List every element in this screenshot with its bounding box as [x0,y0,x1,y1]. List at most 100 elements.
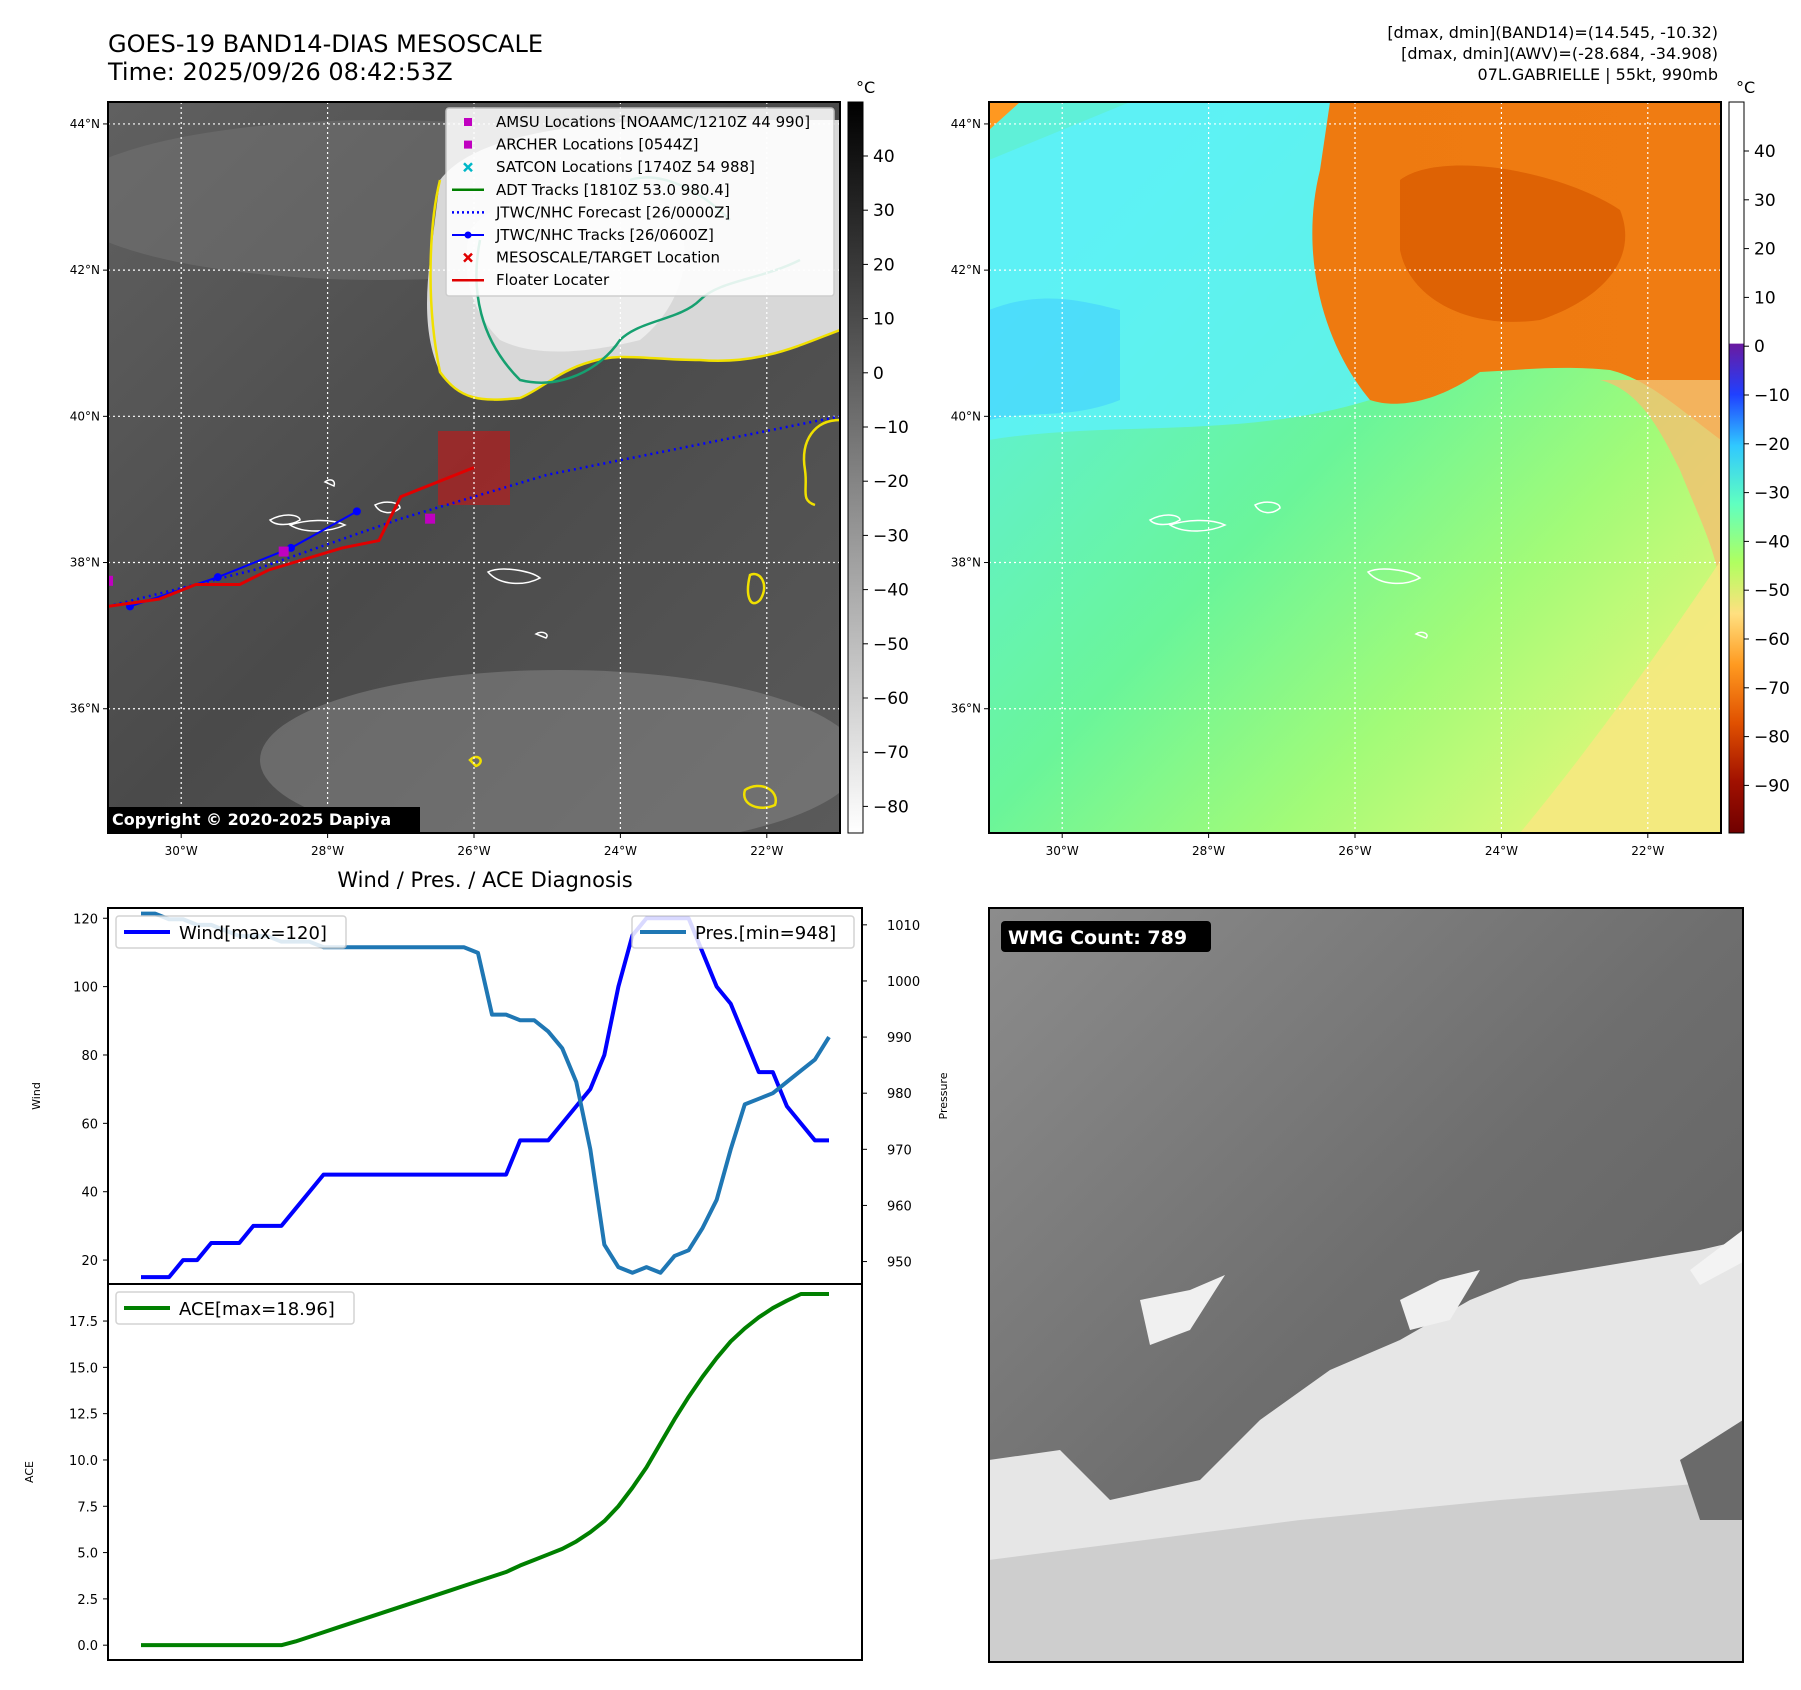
wv-lon-label: 24°W [1485,844,1518,858]
legend-marker [464,140,472,149]
legend-item-label: Floater Locater [496,271,610,289]
ir-lat-label: 42°N [70,263,100,277]
ir-lon-label: 24°W [604,844,637,858]
info-storm: 07L.GABRIELLE | 55kt, 990mb [1478,65,1718,84]
wv-blue-strip [989,298,1120,420]
legend-item-label: ADT Tracks [1810Z 53.0 980.4] [496,181,730,199]
ace-tick-label: 12.5 [69,1408,98,1423]
pressure-tick-label: 1000 [887,975,920,990]
ir-lon-label: 28°W [311,844,344,858]
colorbar-tick-label: −10 [873,418,909,438]
ir-lat-labels: 44°N 42°N 40°N 38°N 36°N [70,117,108,716]
info-awv: [dmax, dmin](AWV)=(-28.684, -34.908) [1401,44,1718,63]
colorbar-tick-label: −60 [873,689,909,709]
wmg-cloud-streak-1 [1140,1275,1225,1345]
ace-axis-label: ACE [23,1461,36,1483]
ace-series [141,1292,829,1648]
info-band14: [dmax, dmin](BAND14)=(14.545, -10.32) [1387,23,1718,42]
diagnosis-title: Wind / Pres. / ACE Diagnosis [337,868,632,892]
ace-tick-label: 2.5 [77,1593,98,1608]
ir-map-panel: 44°N 42°N 40°N 38°N 36°N 30°W 28°W 26°W 24°W 22°… [70,101,841,858]
ir-colorbar-unit: °C [856,78,875,97]
ir-lat-label: 40°N [70,409,100,423]
colorbar-tick-label: 40 [873,147,895,167]
ir-lat-label: 38°N [70,556,100,570]
pressure-tick-label: 960 [887,1199,912,1214]
wind-series-line [141,916,829,1280]
ir-contour-yellow-east [802,418,840,507]
wind-legend: Wind[max=120] [115,915,347,949]
wind-tick-label: 20 [81,1254,98,1269]
ace-legend-box [115,1291,355,1325]
legend-item-label: JTWC/NHC Forecast [26/0000Z] [495,203,730,221]
pressure-axis-ticks: 950 960 970 980 990 1000 1010 [862,919,920,1271]
ir-lon-label: 26°W [457,844,490,858]
island-graciosa [323,479,336,488]
island-sao-jorge [268,514,301,526]
wind-tick-label: 80 [81,1049,98,1064]
copyright-badge [108,807,420,832]
wind-axis-ticks: 20 40 60 80 100 120 [73,912,108,1269]
ace-axis-ticks: 0.0 2.5 5.0 7.5 10.0 12.5 15.0 17.5 [69,1315,108,1654]
wv-island-sao-jorge [1148,514,1181,526]
colorbar-tick-label: −90 [1754,776,1790,796]
legend-box [445,107,835,297]
pressure-legend-label: Pres.[min=948] [695,923,836,944]
wv-yellow-southeast [1520,560,1721,833]
colorbar-tick-label: −20 [873,472,909,492]
ir-colorbar: °C 40 30 20 10 0 −10 −20 −30 −40 −50 −60 −70 −80 [847,78,909,834]
colorbar-tick-label: 20 [1754,240,1776,260]
legend-item-label: MESOSCALE/TARGET Location [496,249,720,267]
ir-lat-label: 36°N [70,702,100,716]
legend-marker [463,162,473,173]
ir-track-layer [108,415,840,611]
colorbar-tick-label: −70 [873,743,909,763]
legend-marker [464,118,472,126]
ace-tick-label: 7.5 [77,1500,98,1515]
wv-map-panel: 44°N 42°N 40°N 38°N 36°N 30°W 28°W 26°W 24°W 22°… [951,101,1722,858]
ace-tick-label: 15.0 [69,1361,98,1376]
pressure-legend: Pres.[min=948] [631,915,855,949]
legend-item-label: ARCHER Locations [0544Z] [496,136,699,154]
wv-lon-label: 28°W [1192,844,1225,858]
wv-lat-labels: 44°N 42°N 40°N 38°N 36°N [951,117,989,716]
map-legend: AMSU Locations [NOAAMC/1210Z 44 990] ARCH… [445,107,835,297]
legend-item-label: JTWC/NHC Tracks [26/0600Z] [495,226,714,244]
wv-lat-label: 44°N [951,117,981,131]
wv-lon-label: 30°W [1046,844,1079,858]
ace-tick-label: 17.5 [69,1315,98,1330]
wind-legend-label: Wind[max=120] [179,923,327,944]
wv-colorbar: °C 40 30 20 10 0 −10 −20 −30 −40 −50 −60 −70 −80 −90 [1728,78,1790,834]
ace-series-line [141,1292,829,1648]
ir-lon-label: 30°W [165,844,198,858]
observed-track-point [213,573,222,582]
pressure-tick-label: 990 [887,1031,912,1046]
ir-lon-label: 22°W [750,844,783,858]
observed-track-point [287,543,295,552]
colorbar-tick-label: −50 [1754,581,1790,601]
wv-lon-labels: 30°W 28°W 26°W 24°W 22°W [1046,833,1664,858]
wind-tick-label: 120 [73,912,98,927]
colorbar-tick-label: 30 [1754,191,1776,211]
wv-gridlines [989,102,1721,833]
observed-track-point [352,507,361,516]
floater-locater-track [108,466,475,608]
colorbar-tick-label: −40 [1754,532,1790,552]
figure-time: Time: 2025/09/26 08:42:53Z [107,58,453,86]
colorbar-tick-label: 30 [873,201,895,221]
wmg-count-badge [1001,921,1211,952]
wmg-panel: WMG Count: 789 [988,907,1744,1663]
wv-colorbar-gradient [1728,101,1745,834]
legend-marker-dot [464,231,472,239]
colorbar-tick-label: 40 [1754,142,1776,162]
wind-tick-label: 40 [81,1186,98,1201]
island-terceira [373,501,401,514]
colorbar-tick-label: −20 [1754,435,1790,455]
wmg-dark-edge [1680,1420,1743,1520]
pressure-tick-label: 1010 [887,919,920,934]
wv-lat-label: 40°N [951,409,981,423]
colorbar-tick-label: −70 [1754,679,1790,699]
pressure-tick-label: 970 [887,1143,912,1158]
ace-tick-label: 10.0 [69,1454,98,1469]
